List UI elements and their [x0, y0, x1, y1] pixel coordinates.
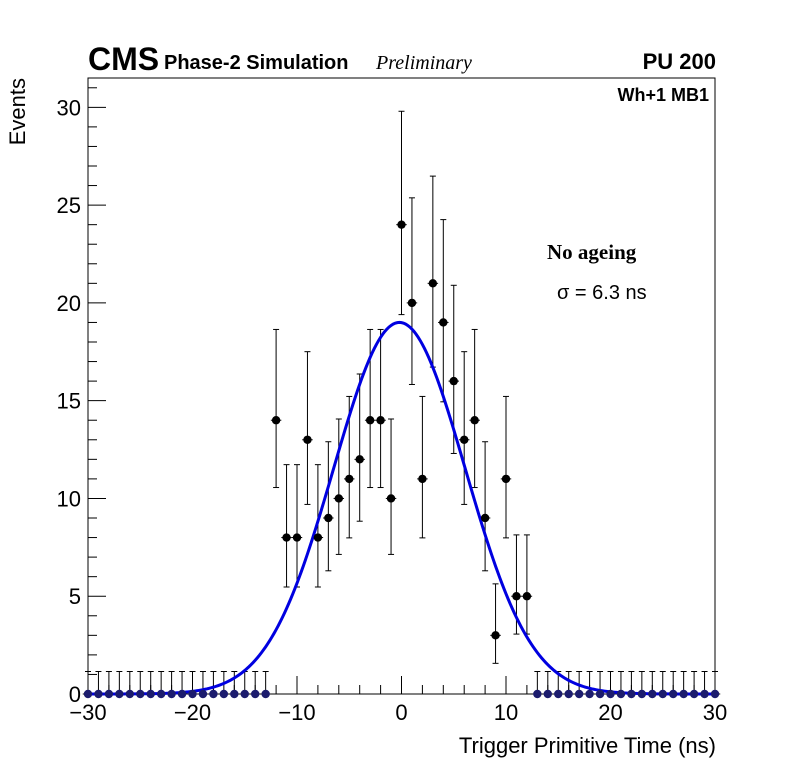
data-point: [167, 689, 176, 699]
preliminary-label: Preliminary: [375, 52, 472, 74]
y-tick-label: 15: [57, 389, 81, 414]
data-point: [83, 689, 93, 699]
data-point: [616, 689, 626, 699]
data-point: [658, 689, 667, 699]
data-point: [334, 494, 343, 503]
pileup-label: PU 200: [643, 49, 716, 74]
data-point: [491, 631, 500, 640]
data-point: [418, 474, 427, 484]
data-point: [271, 416, 281, 425]
data-point: [209, 689, 218, 699]
data-point: [303, 435, 312, 444]
data-point: [585, 689, 594, 699]
data-point: [240, 689, 249, 699]
data-point: [345, 474, 354, 484]
data-point: [230, 689, 239, 699]
data-point: [376, 416, 385, 425]
data-point: [251, 689, 260, 699]
data-point: [470, 416, 479, 425]
data-point: [669, 689, 678, 699]
x-tick-label: −20: [174, 700, 211, 725]
x-tick-label: −30: [69, 700, 106, 725]
data-point: [710, 689, 720, 699]
y-tick-label: 0: [69, 682, 81, 707]
station-label: Wh+1 MB1: [617, 85, 709, 105]
data-point: [439, 318, 448, 327]
data-point: [177, 689, 187, 699]
data-point: [188, 689, 197, 699]
annotation-title: No ageing: [547, 240, 637, 264]
data-point: [136, 689, 145, 699]
data-point: [637, 689, 647, 699]
data-point: [564, 689, 573, 699]
data-point: [355, 455, 364, 464]
data-point: [261, 689, 270, 699]
data-point: [125, 689, 134, 699]
data-point: [397, 220, 406, 229]
y-tick-label: 5: [69, 584, 81, 609]
data-points: [83, 220, 720, 699]
data-point: [606, 689, 615, 699]
data-point: [512, 592, 521, 601]
y-tick-label: 25: [57, 193, 81, 218]
data-point: [522, 592, 532, 601]
data-point: [574, 689, 584, 699]
x-tick-label: 0: [395, 700, 407, 725]
data-point: [648, 689, 657, 699]
x-tick-label: 10: [494, 700, 518, 725]
data-point: [386, 494, 396, 503]
data-point: [449, 376, 458, 386]
data-point: [282, 533, 291, 542]
data-point: [700, 689, 709, 699]
data-point: [679, 689, 688, 699]
data-point: [627, 689, 636, 699]
data-point: [365, 416, 375, 425]
data-point: [533, 689, 542, 699]
y-tick-label: 10: [57, 486, 81, 511]
x-tick-label: −10: [278, 700, 315, 725]
data-point: [313, 533, 323, 542]
data-point: [554, 689, 563, 699]
x-axis-title: Trigger Primitive Time (ns): [459, 733, 716, 758]
data-point: [543, 689, 552, 699]
y-axis-title: Events: [5, 78, 30, 145]
data-point: [407, 298, 417, 308]
data-point: [480, 513, 490, 523]
data-point: [219, 689, 229, 699]
y-tick-label: 20: [57, 291, 81, 316]
axis-tick-labels: −30 −20 −10 0 10 20 30 0 5 10 15 20 25 30: [57, 95, 728, 725]
data-point: [146, 689, 155, 699]
x-tick-label: 20: [598, 700, 622, 725]
data-point: [94, 689, 103, 699]
data-point: [198, 689, 208, 699]
data-point: [115, 689, 124, 699]
y-tick-label: 30: [57, 95, 81, 120]
cms-label: CMS: [88, 41, 159, 77]
data-point: [156, 689, 166, 699]
data-point: [428, 279, 438, 288]
data-point: [460, 435, 469, 444]
data-point: [324, 513, 333, 523]
data-point: [104, 689, 114, 699]
x-tick-label: 30: [703, 700, 727, 725]
subtitle-label: Phase-2 Simulation: [164, 52, 349, 74]
data-point: [501, 474, 511, 484]
data-point: [292, 533, 302, 542]
data-point: [689, 689, 699, 699]
data-point: [595, 689, 605, 699]
annotation-sigma: σ = 6.3 ns: [557, 282, 647, 304]
